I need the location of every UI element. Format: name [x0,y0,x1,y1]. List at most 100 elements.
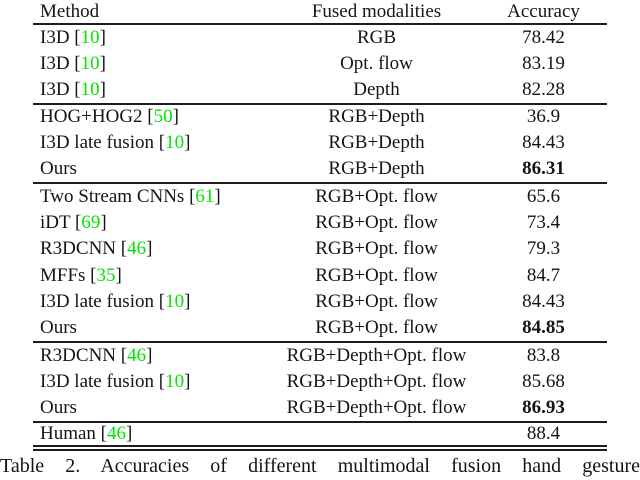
table-row: I3D [10] Opt. flow 83.19 [33,51,607,78]
bracket-close: ] [184,370,191,392]
bracket-close: ] [99,26,106,48]
citation-link[interactable]: 46 [107,422,127,444]
accuracy-cell: 84.85 [522,317,565,339]
method-cell: I3D late fusion [10] [33,369,273,396]
modality-cell: RGB [356,26,397,48]
bracket-close: ] [146,238,153,260]
method-label: Human [ [40,422,108,444]
table-row: I3D late fusion [10] RGB+Opt. flow 84.43 [33,289,607,316]
accuracy-cell: 84.43 [522,291,565,313]
method-label: iDT [ [40,211,82,233]
modality-cell: RGB+Depth [273,102,480,130]
bracket-close: ] [172,106,179,128]
method-cell: Ours [33,316,273,343]
col-header-method: Method [33,0,273,25]
accuracy-cell: 84.7 [526,264,561,286]
col-header-modalities: Fused modalities [273,0,480,25]
table-row: Ours RGB+Opt. flow 84.85 [33,316,607,343]
method-label: I3D [ [40,26,81,48]
citation-link[interactable]: 69 [81,211,101,233]
accuracy-cell: 73.4 [526,211,561,233]
citation-link[interactable]: 10 [80,52,100,74]
modality-cell: Depth [353,78,400,100]
modality-cell [273,420,480,451]
method-label: R3DCNN [ [40,238,128,260]
method-cell: Ours [33,395,273,422]
modality-cell: RGB+Opt. flow [315,291,438,313]
citation-link[interactable]: 46 [127,238,147,260]
modality-cell: RGB+Depth+Opt. flow [286,396,467,418]
method-label: I3D [ [40,78,81,100]
method-label: I3D late fusion [ [40,132,166,154]
method-label: Ours [40,396,77,418]
method-cell: I3D late fusion [10] [33,130,273,157]
table-row: Ours RGB+Depth 86.31 [33,157,607,184]
method-label: I3D [ [40,52,81,74]
citation-link[interactable]: 10 [165,291,185,313]
citation-link[interactable]: 10 [165,132,185,154]
modality-cell: RGB+Opt. flow [315,264,438,286]
table-row: I3D late fusion [10] RGB+Depth 84.43 [33,130,607,157]
table-row: I3D [10] Depth 82.28 [33,77,607,104]
table-row: I3D [10] RGB 78.42 [33,24,607,51]
accuracy-cell: 84.43 [522,132,565,154]
table-caption: Table 2. Accuracies of different multimo… [0,455,640,477]
method-cell: I3D [10] [33,51,273,78]
method-label: Two Stream CNNs [ [40,185,196,207]
modality-cell: Opt. flow [340,52,413,74]
accuracy-cell: 82.28 [522,78,565,100]
bracket-close: ] [184,291,191,313]
accuracy-cell: 88.4 [480,420,607,451]
method-cell: Human [46] [33,420,273,451]
method-cell: R3DCNN [46] [33,341,273,369]
modality-cell: RGB+Depth [328,158,425,180]
accuracy-cell: 86.31 [522,158,565,180]
table-row: R3DCNN [46] RGB+Depth+Opt. flow 83.8 [33,341,607,369]
method-label: I3D late fusion [ [40,370,166,392]
table-row: Two Stream CNNs [61] RGB+Opt. flow 65.6 [33,182,607,210]
header-row: Method Fused modalities Accuracy [33,0,607,25]
table-row: HOG+HOG2 [50] RGB+Depth 36.9 [33,102,607,130]
modality-cell: RGB+Depth+Opt. flow [286,370,467,392]
accuracy-cell: 83.19 [522,52,565,74]
modality-cell: RGB+Depth+Opt. flow [273,341,480,369]
modality-cell: RGB+Opt. flow [315,238,438,260]
citation-link[interactable]: 61 [195,185,215,207]
bracket-close: ] [100,211,107,233]
method-label: R3DCNN [ [40,344,128,366]
modality-cell: RGB+Opt. flow [315,317,438,339]
modality-cell: RGB+Depth [328,132,425,154]
citation-link[interactable]: 10 [80,78,100,100]
citation-link[interactable]: 10 [165,370,185,392]
method-cell: R3DCNN [46] [33,236,273,263]
method-label: Ours [40,317,77,339]
modality-cell: RGB+Opt. flow [273,182,480,210]
accuracy-cell: 85.68 [522,370,565,392]
bracket-close: ] [99,78,106,100]
citation-link[interactable]: 46 [127,344,147,366]
citation-link[interactable]: 50 [153,106,173,128]
bracket-close: ] [184,132,191,154]
accuracy-cell: 83.8 [480,341,607,369]
bracket-close: ] [115,264,122,286]
table-row: R3DCNN [46] RGB+Opt. flow 79.3 [33,236,607,263]
modality-cell: RGB+Opt. flow [315,211,438,233]
accuracy-cell: 79.3 [526,238,561,260]
table-row: MFFs [35] RGB+Opt. flow 84.7 [33,263,607,290]
method-label: Ours [40,158,77,180]
table-row: Human [46] 88.4 [33,420,607,451]
method-cell: MFFs [35] [33,263,273,290]
accuracy-cell: 36.9 [480,102,607,130]
table-row: iDT [69] RGB+Opt. flow 73.4 [33,210,607,237]
accuracy-cell: 86.93 [522,396,565,418]
method-cell: I3D [10] [33,77,273,104]
bracket-close: ] [214,185,221,207]
method-cell: I3D late fusion [10] [33,289,273,316]
bracket-close: ] [99,52,106,74]
citation-link[interactable]: 10 [80,26,100,48]
method-cell: iDT [69] [33,210,273,237]
method-label: MFFs [ [40,264,97,286]
results-table: Method Fused modalities Accuracy I3D [10… [33,0,607,451]
col-header-accuracy: Accuracy [480,0,607,25]
citation-link[interactable]: 35 [96,264,116,286]
